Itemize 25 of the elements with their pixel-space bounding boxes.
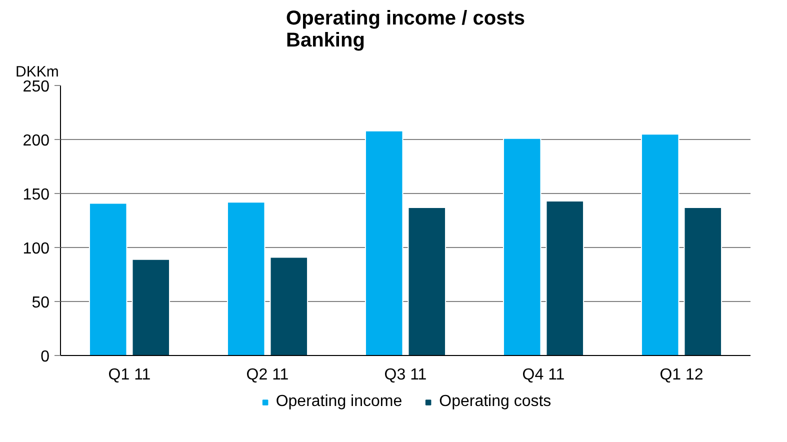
bar	[502, 138, 542, 356]
legend-label: Operating income	[276, 393, 402, 411]
bar	[640, 134, 680, 356]
chart-title: Operating income / costs Banking	[286, 8, 525, 52]
bar	[684, 207, 722, 356]
bar	[88, 202, 128, 356]
y-axis-title: DKKm	[16, 64, 59, 80]
bar	[226, 202, 266, 356]
bar	[546, 200, 584, 356]
x-tick-label: Q1 12	[660, 366, 704, 384]
x-tick-label: Q1 11	[108, 366, 151, 384]
bar	[408, 207, 446, 356]
bar	[132, 258, 170, 356]
legend-label: Operating costs	[439, 393, 552, 411]
y-tick-label: 50	[32, 294, 50, 312]
y-tick-label: 150	[22, 186, 50, 204]
bar	[364, 130, 404, 356]
x-tick-label: Q4 11	[522, 366, 565, 384]
y-tick-label: 200	[22, 132, 50, 150]
y-tick-label: 250	[22, 78, 50, 96]
bar	[270, 256, 308, 356]
y-tick-label: 0	[40, 348, 50, 366]
x-tick-label: Q3 11	[384, 366, 427, 384]
x-tick-label: Q2 11	[246, 366, 289, 384]
y-tick-label: 100	[22, 240, 50, 258]
